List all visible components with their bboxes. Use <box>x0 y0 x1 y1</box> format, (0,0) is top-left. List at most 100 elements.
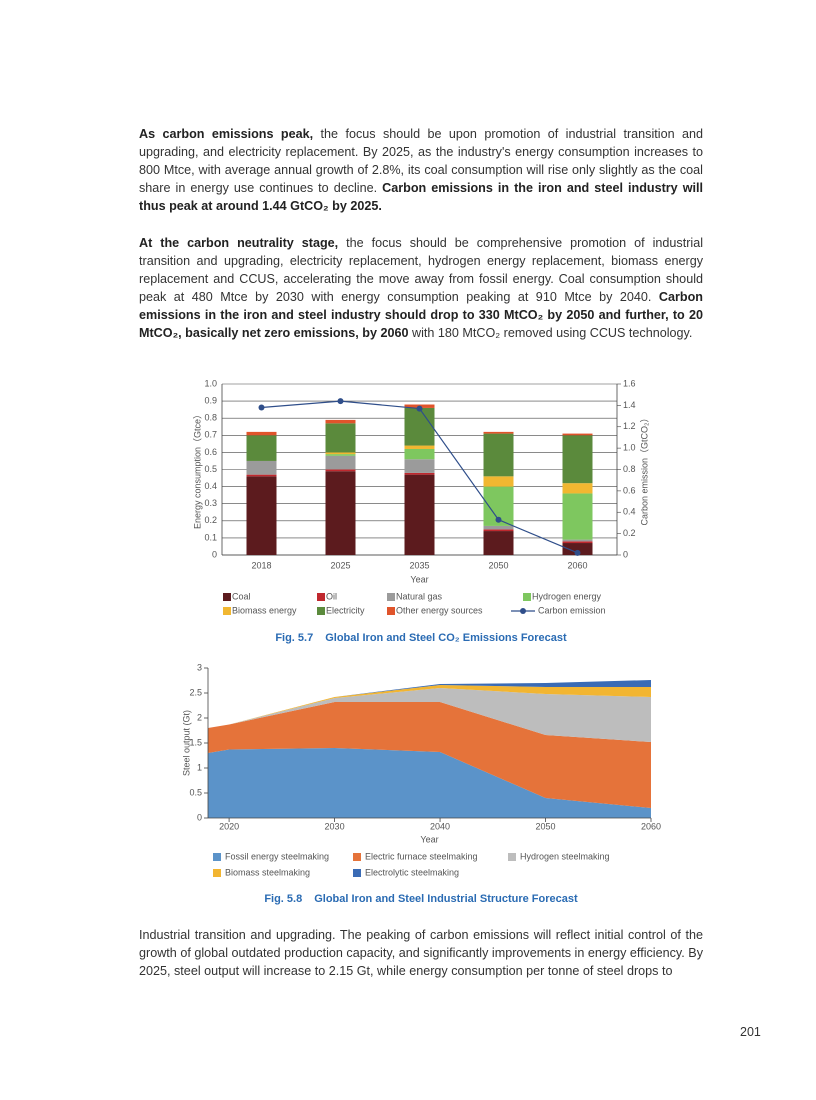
line-marker <box>574 549 581 556</box>
text-run: the focus should be upon promotion of in… <box>139 127 703 195</box>
y-tick-label: 0.3 <box>204 498 217 508</box>
figure-label: Fig. 5.8 <box>264 893 302 905</box>
legend-label: Natural gas <box>396 591 443 601</box>
bold-run: Carbon emissions in the iron and steel i… <box>139 181 704 213</box>
y-tick-label: 2 <box>197 712 202 722</box>
page-number: 201 <box>740 1025 761 1039</box>
area <box>208 702 651 808</box>
x-axis-title: Year <box>420 834 438 844</box>
bar-segment <box>483 433 514 477</box>
x-tick-label: 2060 <box>641 821 661 831</box>
y2-tick-label: 1.4 <box>623 400 636 410</box>
legend-swatch <box>317 593 325 601</box>
bar-segment <box>404 445 435 449</box>
x-tick-label: 2020 <box>219 821 239 831</box>
y-axis-title: Steel output (Gt) <box>181 710 191 776</box>
figure-label: Fig. 5.7 <box>275 632 313 644</box>
y-tick-label: 0.8 <box>204 413 217 423</box>
paragraph: At the carbon neutrality stage, the focu… <box>139 234 703 342</box>
figure-caption: Fig. 5.8 Global Iron and Steel Industrial… <box>264 893 578 905</box>
bar-segment <box>562 541 593 544</box>
bar-segment <box>325 469 356 472</box>
legend-label: Carbon emission <box>538 605 606 615</box>
area <box>208 685 651 728</box>
legend-swatch <box>213 853 221 861</box>
x-tick-label: 2035 <box>409 560 429 570</box>
legend-swatch <box>387 607 395 615</box>
y2-tick-label: 0.4 <box>623 507 636 517</box>
legend-swatch <box>223 593 231 601</box>
bar-segment <box>562 539 593 542</box>
bar-segment <box>562 433 593 436</box>
legend-swatch <box>523 593 531 601</box>
paragraph: Industrial transition and upgrading. The… <box>139 926 703 980</box>
line-marker <box>495 516 502 523</box>
bold-run: At the carbon neutrality stage, <box>139 236 339 250</box>
text-run: with 180 MtCO₂ removed using CCUS techno… <box>411 326 693 340</box>
legend-swatch <box>353 869 361 877</box>
bar-segment <box>404 407 435 446</box>
legend-label: Coal <box>232 591 251 601</box>
y2-tick-label: 1.2 <box>623 421 636 431</box>
bar-segment <box>246 460 277 475</box>
legend-label: Electric furnace steelmaking <box>365 851 478 861</box>
bar-segment <box>246 435 277 461</box>
y-axis-title: Energy consumption（Gtce） <box>192 410 202 529</box>
text-run: the focus should be comprehensive promot… <box>139 236 704 304</box>
bar-segment <box>404 474 435 555</box>
legend-label: Biomass steelmaking <box>225 867 310 877</box>
bar-segment <box>404 459 435 473</box>
bar-segment <box>325 455 356 470</box>
bold-run: Carbon emissions in the iron and steel i… <box>139 290 703 340</box>
bar-segment <box>246 476 277 555</box>
figure-caption: Fig. 5.7 Global Iron and Steel CO₂ Emissi… <box>275 632 567 644</box>
paragraph: As carbon emissions peak, the focus shou… <box>139 125 703 215</box>
y-tick-label: 3 <box>197 662 202 672</box>
figure-title: Global Iron and Steel CO₂ Emissions Fore… <box>325 632 567 644</box>
legend-swatch <box>223 607 231 615</box>
bar-segment <box>325 454 356 456</box>
y-tick-label: 0 <box>197 812 202 822</box>
bar-segment <box>483 431 514 434</box>
y2-tick-label: 1.6 <box>623 378 636 388</box>
text-run: Industrial transition and upgrading. The… <box>139 928 703 978</box>
figure-title: Global Iron and Steel Industrial Structu… <box>314 893 578 905</box>
bar-segment <box>483 531 514 555</box>
bar-segment <box>404 448 435 460</box>
y-tick-label: 0.7 <box>204 430 217 440</box>
area <box>208 748 651 818</box>
bar-segment <box>483 525 514 530</box>
line-marker <box>416 405 423 412</box>
y-tick-label: 2.5 <box>189 687 202 697</box>
y2-tick-label: 1.0 <box>623 443 636 453</box>
bar-segment <box>562 493 593 540</box>
y2-tick-label: 0 <box>623 549 628 559</box>
y2-tick-label: 0.6 <box>623 485 636 495</box>
legend-label: Biomass energy <box>232 605 297 615</box>
legend-label: Hydrogen energy <box>532 591 602 601</box>
legend-label: Other energy sources <box>396 605 483 615</box>
bar-segment <box>325 471 356 555</box>
y-tick-label: 0.5 <box>204 464 217 474</box>
x-tick-label: 2018 <box>251 560 271 570</box>
bar-segment <box>246 474 277 477</box>
line-marker <box>258 404 265 411</box>
y2-axis-title: Carbon emission（GtCO₂） <box>639 413 649 525</box>
bar-segment <box>562 435 593 484</box>
y-tick-label: 0 <box>212 549 217 559</box>
legend-label: Electrolytic steelmaking <box>365 867 459 877</box>
bar-segment <box>325 452 356 455</box>
x-axis-title: Year <box>410 574 428 584</box>
bar-segment <box>562 483 593 494</box>
legend-label: Oil <box>326 591 337 601</box>
x-tick-label: 2060 <box>567 560 587 570</box>
legend-marker <box>520 608 526 614</box>
y-tick-label: 1.5 <box>189 737 202 747</box>
bar-segment <box>562 543 593 555</box>
y-tick-label: 0.5 <box>189 787 202 797</box>
x-tick-label: 2050 <box>488 560 508 570</box>
bar-segment <box>483 529 514 532</box>
bar-segment <box>325 419 356 424</box>
